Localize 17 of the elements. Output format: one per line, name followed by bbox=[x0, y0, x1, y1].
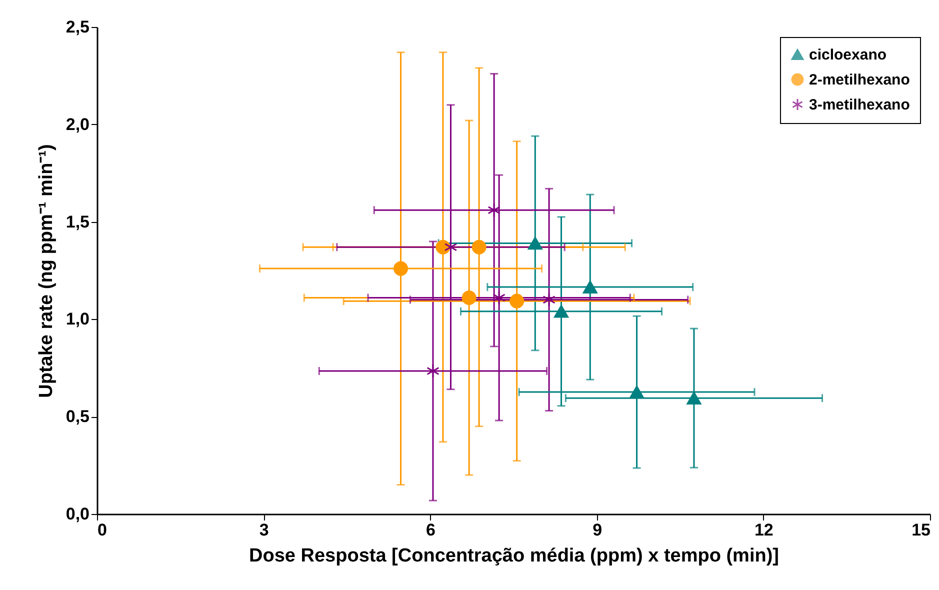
x-tick-label: 9 bbox=[592, 520, 602, 540]
legend-label: 3-metilhexano bbox=[809, 96, 910, 114]
x-tick-label: 6 bbox=[426, 520, 436, 540]
x-tick-label: 12 bbox=[754, 520, 774, 540]
legend-label: 2-metilhexano bbox=[809, 72, 910, 88]
y-tick-label: 2,5 bbox=[66, 18, 90, 36]
x-tick-label: 15 bbox=[912, 520, 930, 540]
y-tick-label: 0,5 bbox=[66, 407, 90, 426]
y-tick-label: 0,0 bbox=[66, 504, 90, 524]
y-tick-label: 2,0 bbox=[66, 114, 90, 134]
y-tick-label: 1,0 bbox=[66, 310, 90, 329]
y-tick-label: 1,5 bbox=[66, 212, 90, 232]
y-axis-title: Uptake rate (ng ppm⁻¹ min⁻¹) bbox=[36, 144, 57, 398]
x-tick-label: 3 bbox=[259, 520, 269, 540]
x-axis-title: Dose Resposta [Concentração média (ppm) x tempo (min)] bbox=[249, 546, 779, 566]
x-tick-label: 0 bbox=[98, 520, 107, 540]
legend-label: cicloexano bbox=[809, 46, 887, 64]
